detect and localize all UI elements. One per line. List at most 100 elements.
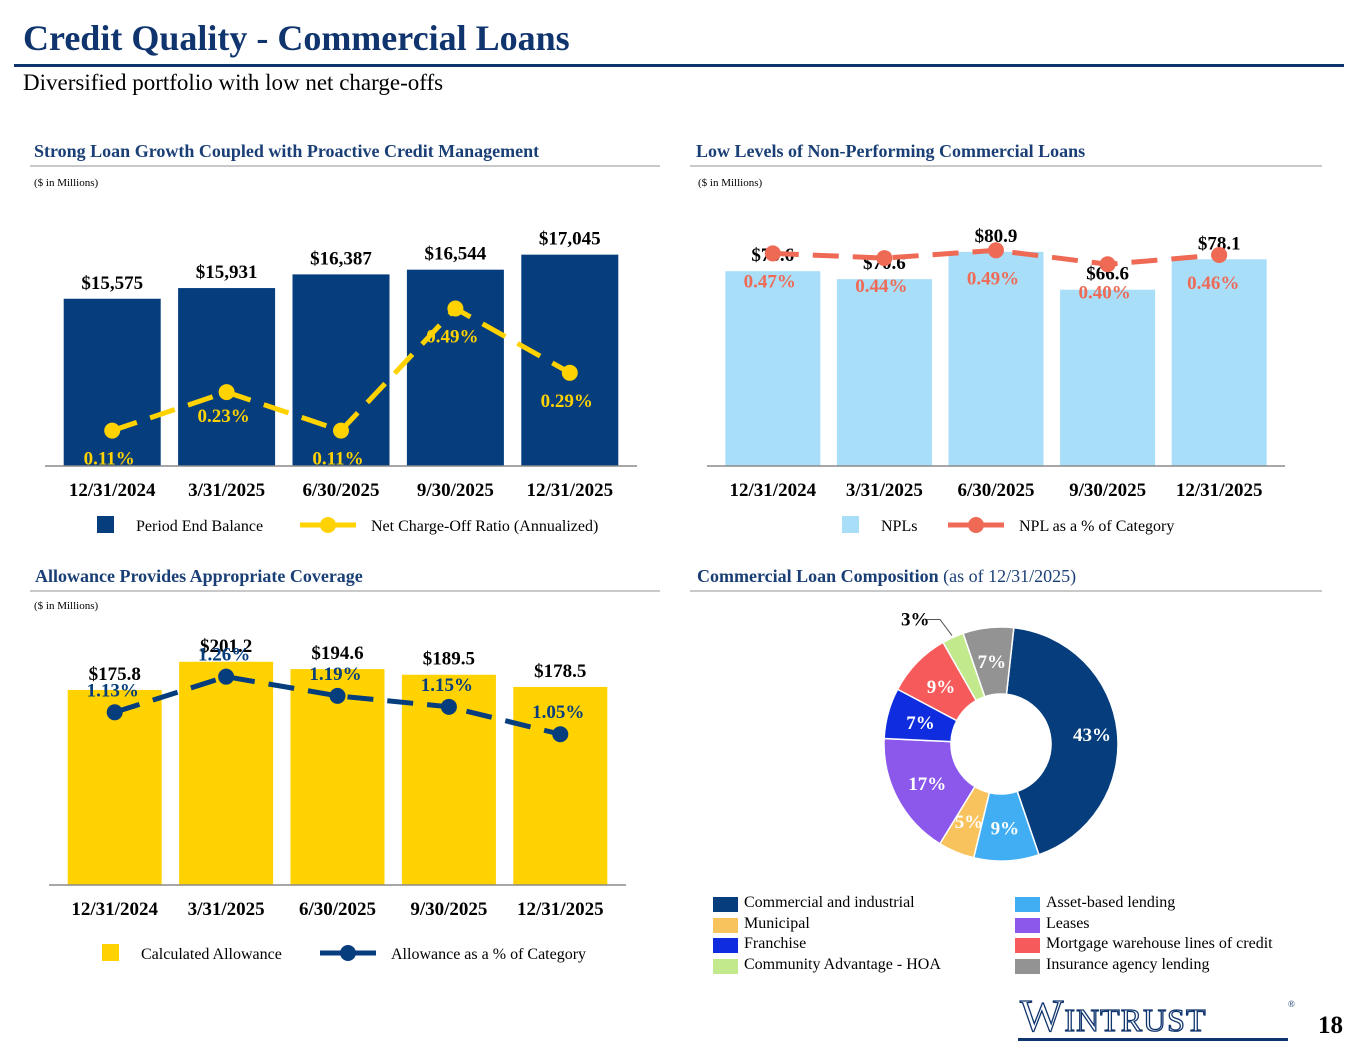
allowance-x-tick-label: 9/30/2025 <box>410 899 487 920</box>
page-title: Credit Quality - Commercial Loans <box>23 18 570 58</box>
allowance-x-tick-label: 6/30/2025 <box>299 899 376 920</box>
npl-bar <box>1171 259 1267 466</box>
loan_growth-line-label: 0.11% <box>84 449 135 470</box>
section-title-composition: Commercial Loan Composition (as of 12/31… <box>697 566 1076 587</box>
donut-slice-label: 9% <box>991 818 1020 839</box>
loan_growth-line-point <box>218 384 235 401</box>
loan_growth-bar <box>521 254 619 466</box>
loan_growth-bar <box>406 269 504 466</box>
allowance-line-label: 1.26% <box>198 645 250 666</box>
units-note-allowance: ($ in Millions) <box>34 600 99 612</box>
allowance-bar-label: $178.5 <box>534 661 586 682</box>
section-title-allowance: Allowance Provides Appropriate Coverage <box>35 566 363 586</box>
allowance-x-tick-label: 12/31/2024 <box>71 899 158 920</box>
donut-slice-label: 3% <box>901 610 930 631</box>
legend-label: Community Advantage - HOA <box>744 955 941 973</box>
npl-bar-label: $66.6 <box>1086 264 1129 285</box>
allowance-bar <box>67 689 162 885</box>
units-note-loan-growth: ($ in Millions) <box>34 177 99 189</box>
loan_growth-line-point <box>561 364 578 381</box>
loan_growth-x-tick-label: 9/30/2025 <box>417 480 494 501</box>
loan_growth-line-label: 0.23% <box>197 406 249 427</box>
donut-slice <box>962 626 1015 698</box>
loan_growth-legend-line-marker <box>320 517 336 533</box>
composition-title-bold: Commercial Loan Composition <box>697 566 939 586</box>
allowance-line-point <box>552 726 569 743</box>
allowance-series-line <box>113 674 561 737</box>
npl-x-tick-label: 12/31/2024 <box>730 480 817 501</box>
allowance-bar-label: $175.8 <box>89 664 141 685</box>
allowance-line-label: 1.19% <box>309 664 361 685</box>
legend-label: Commercial and industrial <box>744 894 915 911</box>
loan_growth-legend-bar-swatch <box>97 516 114 533</box>
loan_growth-bar-label: $15,575 <box>81 273 143 294</box>
allowance-line-label: 1.05% <box>532 702 584 723</box>
page-number: 18 <box>1318 1012 1343 1039</box>
title-divider <box>14 64 1344 67</box>
npl-x-tick-label: 9/30/2025 <box>1069 480 1146 501</box>
npl-bar <box>836 279 932 466</box>
npl-line-point <box>988 242 1004 259</box>
npl-line-point <box>764 245 781 262</box>
npl-line-label: 0.49% <box>967 268 1019 289</box>
section-divider-composition <box>690 590 1322 592</box>
legend-swatch <box>713 897 738 912</box>
donut-slice-label: 43% <box>1073 725 1111 746</box>
legend-swatch <box>1015 897 1040 912</box>
donut-slice-label: 7% <box>906 713 935 734</box>
npl-bar <box>725 271 821 466</box>
npl-x-tick-label: 12/31/2025 <box>1176 480 1263 501</box>
allowance-bar <box>513 686 608 885</box>
loan_growth-legend-line-label: Net Charge-Off Ratio (Annualized) <box>371 518 598 535</box>
allowance-line-point <box>329 687 346 704</box>
legend-swatch <box>713 958 738 974</box>
loan_growth-bar-label: $15,931 <box>196 262 258 283</box>
legend-label: Municipal <box>744 914 810 932</box>
loan_growth-bar-label: $16,544 <box>425 244 487 265</box>
npl-line-label: 0.40% <box>1078 282 1130 303</box>
legend-swatch <box>1015 917 1040 933</box>
legend-label: Asset-based lending <box>1046 894 1176 911</box>
legend-label: Franchise <box>744 935 807 952</box>
allowance-legend-line-marker <box>340 945 356 961</box>
loan_growth-bar <box>178 288 276 466</box>
section-divider-npl <box>690 165 1322 167</box>
page-subtitle: Diversified portfolio with low net charg… <box>23 70 444 95</box>
npl-legend-bar-swatch <box>842 516 859 533</box>
legend-label: Insurance agency lending <box>1046 955 1210 973</box>
donut-slice-label: 9% <box>927 677 956 698</box>
donut-slice <box>1005 626 1119 856</box>
loan_growth-bar <box>63 298 161 466</box>
legend-swatch <box>713 938 738 953</box>
loan_growth-line-point <box>333 422 349 439</box>
allowance-bar <box>290 669 385 885</box>
donut-slice-label: 7% <box>978 652 1007 673</box>
loan_growth-line-label: 0.49% <box>426 327 478 348</box>
section-divider-loan-growth <box>30 165 660 167</box>
npl-bar-label: $78.1 <box>1198 233 1241 254</box>
allowance-bar <box>179 661 274 885</box>
allowance-x-tick-label: 12/31/2025 <box>517 899 604 920</box>
composition-legend: Commercial and industrial Asset-based len… <box>713 894 1333 985</box>
npl-chart: $73.6$70.6$80.9$66.6$78.112/31/20243/31/… <box>707 226 1285 535</box>
legend-swatch <box>1015 958 1040 974</box>
allowance-line-point <box>106 704 123 721</box>
allowance-bar-label: $189.5 <box>423 649 475 670</box>
section-title-npl: Low Levels of Non-Performing Commercial … <box>696 141 1086 161</box>
allowance-x-tick-label: 3/31/2025 <box>188 899 265 920</box>
legend-label: Leases <box>1046 914 1090 932</box>
section-divider-allowance <box>30 590 660 592</box>
loan_growth-legend-bar-label: Period End Balance <box>136 518 263 535</box>
npl-line-point <box>1211 246 1228 263</box>
npl-bar-label: $80.9 <box>975 226 1018 247</box>
composition-title-date: (as of 12/31/2025) <box>943 566 1077 586</box>
npl-line-label: 0.47% <box>744 271 796 292</box>
allowance-line-label: 1.15% <box>421 675 473 696</box>
donut-slice-label: 5% <box>955 812 984 833</box>
allowance-legend-line-label: Allowance as a % of Category <box>391 946 586 963</box>
donut-slice-label: 17% <box>908 774 946 795</box>
section-title-loan-growth: Strong Loan Growth Coupled with Proactiv… <box>34 141 540 161</box>
donut-leader-line <box>926 619 953 636</box>
loan_growth-x-tick-label: 12/31/2024 <box>69 480 156 501</box>
npl-bar <box>948 251 1044 466</box>
